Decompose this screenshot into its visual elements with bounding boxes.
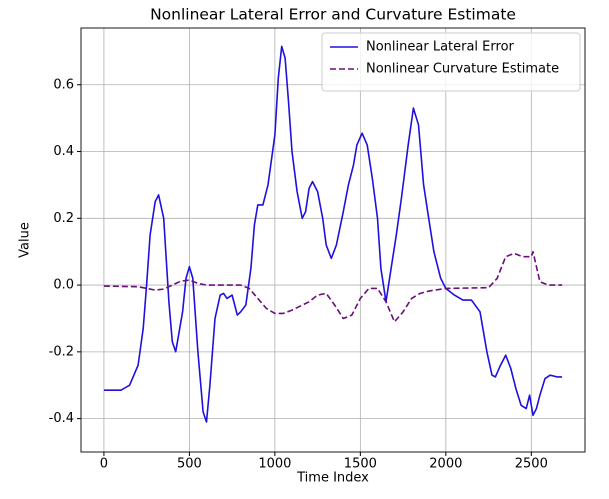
- x-axis-label: Time Index: [296, 471, 369, 486]
- y-tick-label: -0.2: [49, 344, 74, 359]
- x-tick-label: 1000: [258, 457, 291, 472]
- y-tick-label: 0.0: [53, 278, 74, 293]
- x-tick-label: 0: [100, 457, 108, 472]
- legend-label: Nonlinear Lateral Error: [366, 40, 515, 55]
- series-line: [103, 250, 563, 323]
- x-tick-label: 1500: [344, 457, 377, 472]
- legend-box: [321, 32, 581, 92]
- y-axis-label: Value: [18, 222, 33, 258]
- y-tick-label: 0.2: [53, 211, 74, 226]
- legend-label: Nonlinear Curvature Estimate: [366, 62, 559, 77]
- series-line: [103, 45, 563, 423]
- plot-frame: [80, 27, 586, 453]
- x-tick-label: 500: [177, 457, 202, 472]
- x-tick-label: 2000: [429, 457, 462, 472]
- y-tick-label: 0.4: [53, 144, 74, 159]
- y-tick-label: -0.4: [49, 411, 74, 426]
- x-tick-label: 2500: [515, 457, 548, 472]
- y-tick-label: 0.6: [53, 77, 74, 92]
- chart-title: Nonlinear Lateral Error and Curvature Es…: [150, 6, 516, 24]
